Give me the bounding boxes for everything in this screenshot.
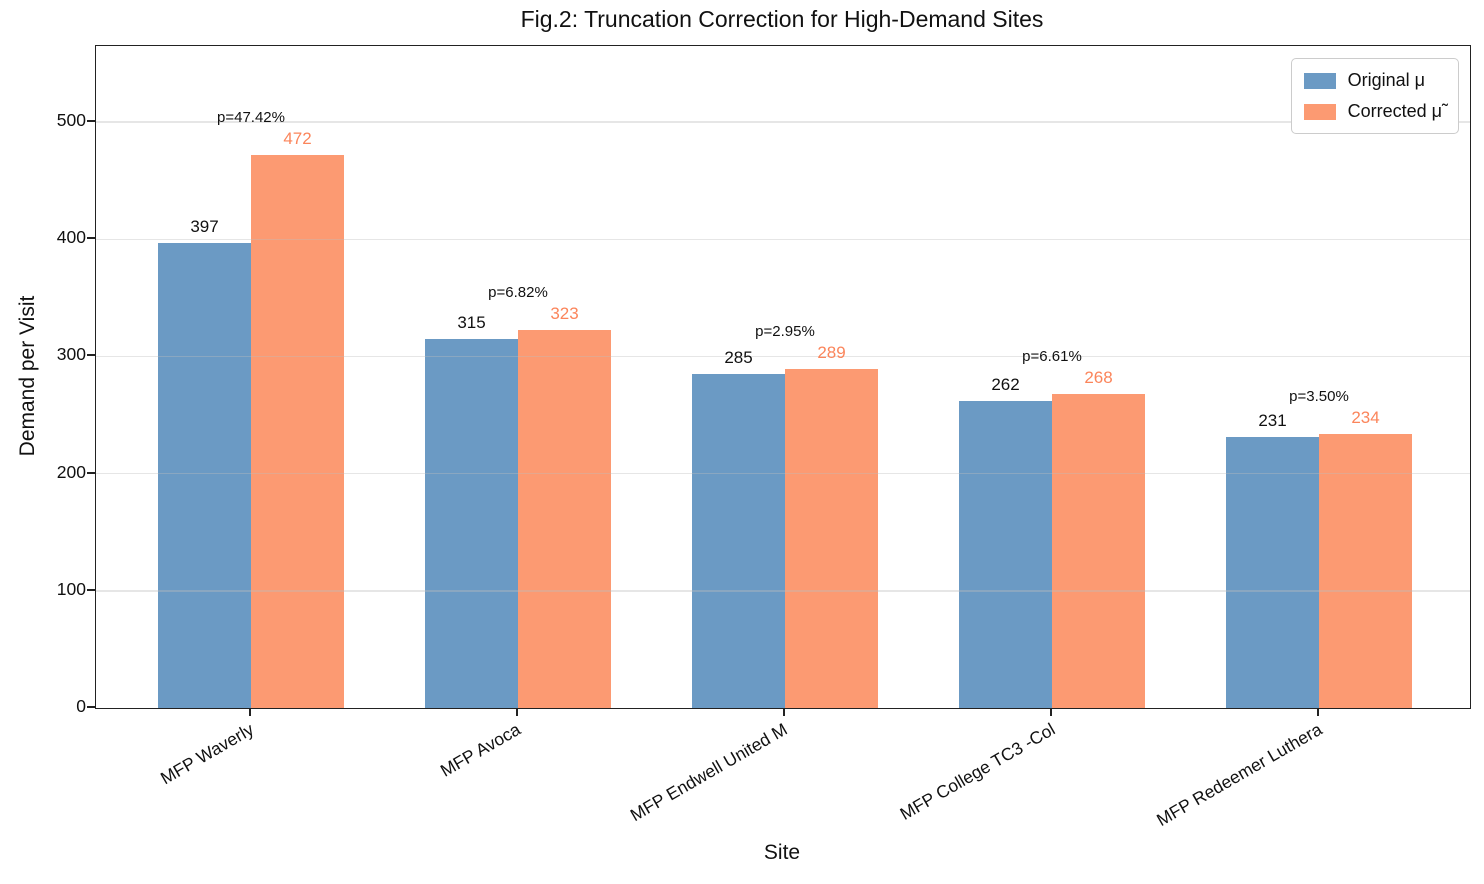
ytick-label-300: 300 [56, 344, 86, 365]
bar-corrected-mfp-college-tc3-col [1052, 393, 1145, 708]
bar-original-mfp-college-tc3-col [959, 401, 1052, 708]
bar-value-original-mfp-waverly: 397 [190, 216, 219, 236]
bar-original-mfp-waverly [158, 242, 251, 708]
xtick-label-mfp-college-tc3-col: MFP College TC3 -Col [896, 719, 1058, 825]
xtick-mark-mfp-waverly [249, 708, 251, 716]
xtick-mark-mfp-avoca [516, 708, 518, 716]
bar-original-mfp-endwell-united-m [692, 374, 785, 708]
annotation-mfp-avoca: p=6.82% [488, 283, 548, 301]
xtick-mark-mfp-redeemer-luthera [1317, 708, 1319, 716]
bar-value-corrected-mfp-college-tc3-col: 268 [1084, 367, 1113, 387]
bar-corrected-mfp-waverly [251, 154, 344, 708]
bar-value-corrected-mfp-waverly: 472 [283, 128, 312, 148]
xtick-label-mfp-waverly: MFP Waverly [156, 719, 257, 789]
bar-original-mfp-redeemer-luthera [1226, 437, 1319, 708]
annotation-mfp-redeemer-luthera: p=3.50% [1289, 387, 1349, 405]
gridline-400 [96, 238, 1470, 241]
bar-value-original-mfp-avoca: 315 [457, 312, 486, 332]
plot-area: Original μ Corrected μ̃ 397 472 p=47.42% 31… [95, 45, 1471, 709]
bar-value-corrected-mfp-redeemer-luthera: 234 [1351, 407, 1380, 427]
annotation-mfp-endwell-united-m: p=2.95% [755, 323, 815, 341]
gridline-500 [96, 121, 1470, 123]
ytick-label-100: 100 [56, 578, 86, 599]
legend: Original μ Corrected μ̃ [1290, 58, 1459, 134]
bar-corrected-mfp-endwell-united-m [785, 369, 878, 708]
bar-value-corrected-mfp-endwell-united-m: 289 [817, 343, 846, 363]
ytick-mark-0 [87, 706, 95, 708]
annotation-mfp-college-tc3-col: p=6.61% [1022, 347, 1082, 365]
ytick-mark-500 [87, 120, 95, 123]
legend-entry-original: Original μ [1303, 70, 1442, 91]
bar-value-corrected-mfp-avoca: 323 [550, 303, 579, 323]
bar-value-original-mfp-college-tc3-col: 262 [991, 375, 1020, 395]
ytick-label-0: 0 [76, 696, 86, 716]
ytick-label-200: 200 [56, 461, 86, 482]
xtick-label-mfp-avoca: MFP Avoca [437, 719, 524, 781]
gridline-100 [96, 590, 1470, 592]
ytick-mark-300 [87, 354, 95, 357]
y-axis-label: Demand per Visit [16, 295, 39, 457]
legend-label-original: Original μ [1347, 70, 1425, 90]
legend-swatch-original [1303, 72, 1336, 89]
annotation-mfp-waverly: p=47.42% [217, 108, 285, 126]
ytick-mark-100 [87, 588, 95, 591]
legend-swatch-corrected [1303, 103, 1336, 120]
legend-label-corrected: Corrected μ̃ [1347, 101, 1442, 121]
gridline-300 [96, 355, 1470, 358]
bar-original-mfp-avoca [425, 338, 518, 708]
bar-value-original-mfp-redeemer-luthera: 231 [1258, 411, 1287, 431]
bar-value-original-mfp-endwell-united-m: 285 [724, 348, 753, 368]
ytick-label-500: 500 [56, 110, 86, 131]
x-axis-label: Site [763, 841, 801, 864]
chart-title: Fig.2: Truncation Correction for High-De… [520, 6, 1044, 32]
xtick-mark-mfp-college-tc3-col [1050, 708, 1052, 716]
xtick-label-mfp-endwell-united-m: MFP Endwell United M [627, 719, 791, 826]
xtick-label-mfp-redeemer-luthera: MFP Redeemer Luthera [1152, 719, 1325, 831]
bar-corrected-mfp-redeemer-luthera [1319, 433, 1412, 708]
xtick-mark-mfp-endwell-united-m [783, 708, 785, 716]
ytick-mark-400 [87, 237, 95, 240]
ytick-mark-200 [87, 471, 95, 474]
gridline-200 [96, 472, 1470, 475]
legend-entry-corrected: Corrected μ̃ [1303, 101, 1442, 122]
bar-corrected-mfp-avoca [518, 329, 611, 708]
ytick-label-400: 400 [56, 227, 86, 248]
